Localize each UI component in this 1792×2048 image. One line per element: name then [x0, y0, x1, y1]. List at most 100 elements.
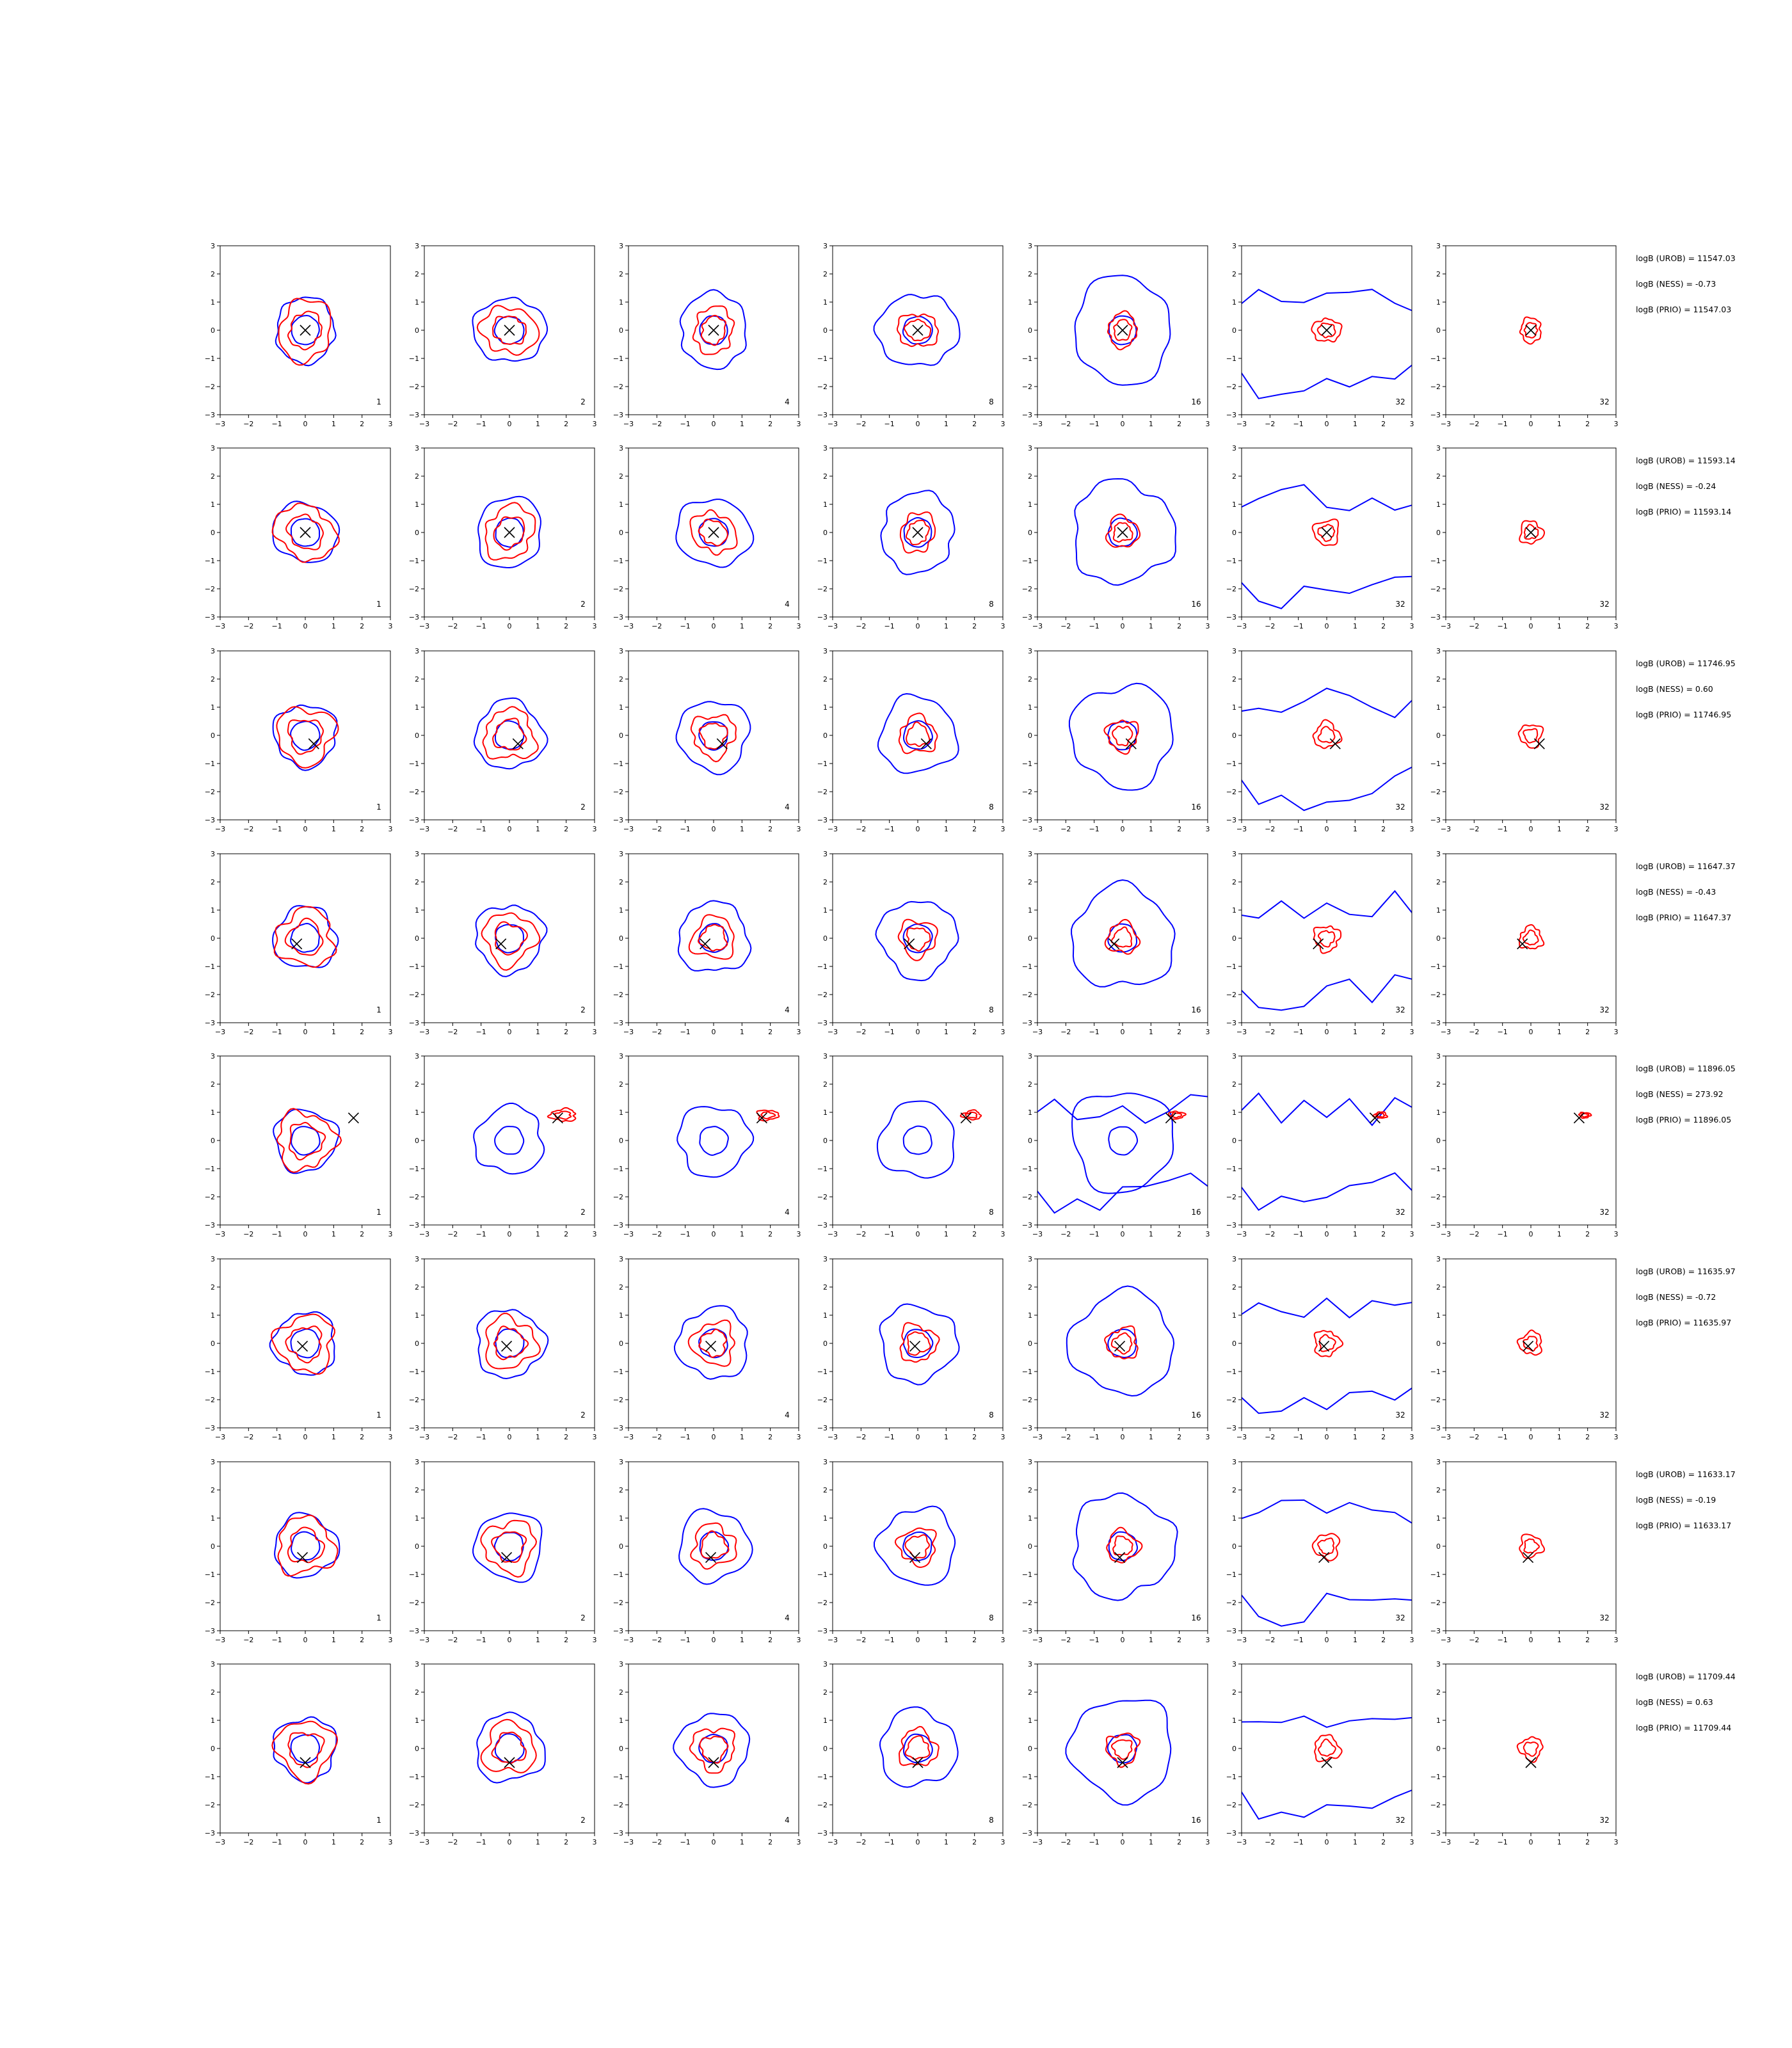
- y-tick-label: 2: [415, 675, 419, 684]
- y-tick-label: 0: [1436, 1745, 1441, 1753]
- y-tick-label: −2: [205, 1396, 215, 1404]
- x-tick-label: −3: [419, 1636, 429, 1644]
- y-tick-label: −2: [817, 585, 828, 593]
- axes-frame: [424, 1461, 595, 1631]
- x-tick-label: 0: [1325, 1838, 1329, 1846]
- blue-contour-inner: [291, 1531, 321, 1561]
- red-contour-inner: [285, 1325, 323, 1364]
- axes-frame: [1445, 245, 1617, 415]
- y-tick-label: 2: [1436, 270, 1441, 278]
- axes-frame: [424, 1055, 595, 1226]
- x-tick-label: 2: [1177, 1028, 1181, 1036]
- y-tick-label: −1: [1226, 1165, 1236, 1173]
- y-tick-label: 2: [211, 1080, 215, 1089]
- x-tick-label: −1: [1293, 825, 1304, 833]
- panel-r4-c3: −3 −2 −1 0 1 2 3 −3 −2 −1 0 1 2 3 4: [613, 850, 801, 1036]
- panel-label: 32: [1599, 1613, 1609, 1622]
- y-tick-label: 3: [415, 1255, 419, 1263]
- x-tick-label: −2: [652, 1838, 662, 1846]
- y-tick-label: 1: [619, 298, 623, 307]
- logB-stat: logB (PRIO) = 11547.03: [1636, 305, 1731, 314]
- marker-x: [1523, 1552, 1534, 1564]
- red-contour-outer: [897, 918, 938, 961]
- x-tick-label: −3: [1032, 622, 1043, 630]
- marker-x: [1318, 1552, 1330, 1564]
- x-tick-label: 2: [1585, 622, 1590, 630]
- x-tick-label: 3: [1410, 420, 1414, 428]
- x-tick-label: 1: [536, 1636, 540, 1644]
- red-contour-outer: [1311, 518, 1340, 547]
- y-tick-label: −3: [1022, 1424, 1032, 1432]
- y-tick-label: −1: [817, 963, 828, 971]
- x-tick-label: 0: [303, 1636, 308, 1644]
- red-contour-outer: [1313, 1330, 1344, 1357]
- y-tick-label: −3: [613, 1019, 623, 1027]
- y-tick-label: −1: [1226, 1773, 1236, 1781]
- y-tick-label: −2: [613, 788, 623, 796]
- red-contour-inner: [1523, 1336, 1539, 1352]
- red-contour-inner: [698, 1328, 728, 1358]
- red-contour-outer: [1516, 1329, 1542, 1356]
- y-tick-label: 3: [415, 444, 419, 452]
- y-tick-label: 0: [211, 934, 215, 943]
- red-contour-outer: [899, 1322, 940, 1363]
- marker-x: [552, 1112, 563, 1124]
- panel-label: 16: [1191, 600, 1201, 609]
- x-tick-label: −3: [215, 1636, 225, 1644]
- marker-x: [1321, 324, 1332, 336]
- y-tick-label: 3: [619, 1458, 623, 1466]
- x-tick-label: −1: [1498, 1838, 1508, 1846]
- panel-r5-c3: −3 −2 −1 0 1 2 3 −3 −2 −1 0 1 2 3 4: [613, 1052, 801, 1238]
- y-tick-label: −3: [205, 816, 215, 824]
- y-tick-label: 1: [1232, 1514, 1236, 1523]
- x-tick-label: 0: [508, 622, 512, 630]
- y-tick-label: −2: [613, 1801, 623, 1809]
- y-tick-label: −2: [817, 1193, 828, 1201]
- y-tick-label: −2: [1022, 1396, 1032, 1404]
- red-contour-outer: [476, 305, 540, 356]
- panel-r6-c5: −3 −2 −1 0 1 2 3 −3 −2 −1 0 1 2 3 16: [1022, 1255, 1210, 1441]
- panel-r7-c2: −3 −2 −1 0 1 2 3 −3 −2 −1 0 1 2 3 2: [409, 1458, 597, 1644]
- y-tick-label: 3: [1436, 1660, 1441, 1668]
- x-tick-label: −3: [1032, 825, 1043, 833]
- panel-label: 4: [785, 803, 790, 812]
- blue-contour-outer: [1071, 1092, 1174, 1194]
- marker-x: [504, 527, 515, 538]
- panel-label: 4: [785, 1411, 790, 1420]
- red-contour-inner: [1318, 1738, 1336, 1757]
- red-contour-inner: [905, 519, 931, 546]
- x-tick-label: −3: [1236, 1433, 1247, 1441]
- y-tick-label: 3: [619, 1052, 623, 1060]
- axes-frame: [1445, 1258, 1617, 1428]
- y-tick-label: −1: [1430, 963, 1441, 971]
- x-tick-label: −3: [1441, 1230, 1451, 1238]
- axes-frame: [1445, 1461, 1617, 1631]
- y-tick-label: −2: [613, 1396, 623, 1404]
- y-tick-label: −1: [205, 760, 215, 768]
- y-tick-label: −2: [1226, 1801, 1236, 1809]
- x-tick-label: −2: [1060, 1433, 1071, 1441]
- x-tick-label: 3: [1206, 420, 1210, 428]
- x-tick-label: −2: [1060, 1838, 1071, 1846]
- x-tick-label: −3: [623, 1636, 634, 1644]
- blue-contour-inner: [290, 922, 320, 953]
- y-tick-label: 2: [619, 472, 623, 481]
- x-tick-label: 2: [1177, 420, 1181, 428]
- x-tick-label: 1: [332, 1433, 336, 1441]
- y-tick-label: 0: [415, 1745, 419, 1753]
- x-tick-label: −1: [272, 1636, 282, 1644]
- marker-x: [1117, 1757, 1128, 1768]
- marker-x: [1117, 527, 1128, 538]
- y-tick-label: 1: [1436, 1716, 1441, 1725]
- x-tick-label: 0: [916, 1636, 920, 1644]
- x-tick-label: 0: [1529, 825, 1533, 833]
- y-tick-label: −3: [1022, 411, 1032, 419]
- y-tick-label: −3: [1022, 613, 1032, 621]
- x-tick-label: 1: [1149, 1636, 1153, 1644]
- y-tick-label: 3: [823, 1660, 828, 1668]
- y-tick-label: 3: [1232, 1255, 1236, 1263]
- x-tick-label: 1: [944, 1636, 948, 1644]
- blue-contour-inner: [902, 720, 933, 750]
- y-tick-label: 0: [415, 326, 419, 335]
